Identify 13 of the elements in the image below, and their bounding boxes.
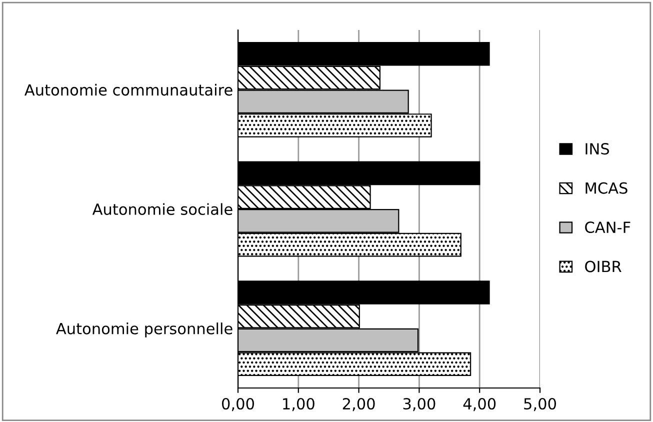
y-tick-label: Autonomie communautaire — [24, 84, 232, 96]
legend-label: INS — [586, 143, 610, 155]
x-tick-label: 3,00 — [403, 398, 436, 412]
x-tick-label: 4,00 — [463, 398, 496, 412]
legend-label: CAN-F — [585, 221, 630, 234]
x-tick-label: 0,00 — [222, 398, 254, 412]
x-tick-label: 5,00 — [524, 398, 556, 412]
x-tick-label: 2,00 — [342, 398, 375, 412]
y-tick-label: Autonomie sociale — [92, 203, 232, 216]
y-tick-label: Autonomie personnelle — [56, 322, 232, 338]
legend-label: OIBR — [585, 260, 622, 272]
x-tick-label: 1,00 — [283, 398, 314, 412]
legend-label: MCAS — [586, 182, 628, 194]
